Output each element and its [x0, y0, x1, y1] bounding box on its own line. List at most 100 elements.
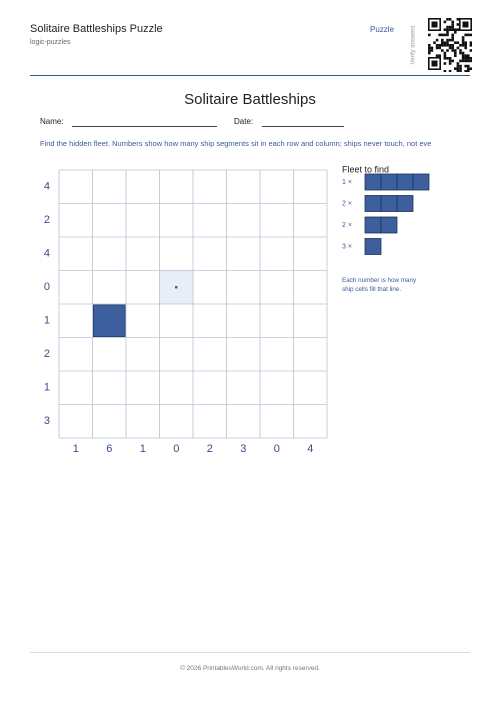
- qr-module: [454, 54, 457, 57]
- qr-module: [451, 38, 454, 42]
- fleet-segment: [364, 238, 382, 255]
- qr-module: [448, 70, 452, 72]
- qr-module: [464, 44, 467, 47]
- fleet-label: 2 ×: [342, 222, 352, 229]
- row-clue: 2: [44, 214, 50, 226]
- qr-module: [459, 59, 462, 63]
- qr-module: [435, 54, 439, 57]
- qr-module: [438, 54, 441, 57]
- qr-module: [446, 25, 449, 29]
- qr-module: [456, 41, 460, 44]
- header-rule: [30, 75, 470, 76]
- header-title: Solitaire Battleships Puzzle: [30, 23, 163, 35]
- fleet-label: 3 ×: [342, 243, 352, 250]
- qr-module: [456, 28, 460, 31]
- row-clue: 1: [44, 382, 50, 394]
- qr-module: [467, 64, 470, 68]
- column-clue: 0: [173, 443, 179, 455]
- qr-module: [467, 59, 470, 63]
- column-clue: 0: [274, 443, 280, 455]
- qr-module: [469, 67, 472, 70]
- water-dot: [175, 286, 178, 289]
- fleet-segment: [380, 216, 398, 234]
- name-label: Name:: [40, 117, 64, 126]
- qr-module: [464, 59, 467, 63]
- qr-module: [441, 49, 444, 52]
- fleet-segment: [380, 173, 398, 191]
- qr-module: [459, 51, 462, 55]
- qr-module: [461, 57, 465, 60]
- qr-module: [428, 44, 431, 47]
- header-subtitle: logic-puzzles: [30, 39, 71, 46]
- qr-module: [469, 33, 472, 37]
- header-tag: Puzzle: [370, 25, 395, 34]
- qr-finder: [431, 21, 438, 28]
- qr-module: [443, 70, 447, 72]
- qr-module: [461, 38, 465, 42]
- qr-module: [443, 57, 447, 60]
- qr-module: [428, 51, 431, 55]
- qr-module: [448, 25, 452, 29]
- qr-module: [446, 38, 449, 42]
- fleet-segment: [380, 195, 398, 212]
- qr-module: [459, 64, 462, 68]
- qr-module: [443, 54, 447, 57]
- qr-module: [448, 62, 452, 65]
- row-clue: 4: [44, 248, 50, 260]
- fleet-label: 1 ×: [342, 179, 352, 186]
- qr-module: [454, 67, 457, 70]
- column-clue: 1: [140, 443, 146, 455]
- fleet-segment: [364, 195, 382, 212]
- qr-module: [464, 33, 467, 37]
- qr-module: [438, 33, 441, 37]
- qr-module: [448, 59, 452, 63]
- qr-module: [456, 23, 460, 26]
- fleet-label: 2 ×: [342, 200, 352, 207]
- qr-module: [443, 28, 447, 31]
- qr-module: [454, 31, 457, 34]
- puzzle-board: 4 2 4 0 1 2 1 3 1 6 1 0 2 3 0 4 Fleet to find 1 × 2 × 2 × 3 …: [44, 164, 430, 455]
- qr-module: [454, 51, 457, 55]
- qr-module: [459, 44, 462, 47]
- fleet-note: Each number is how many ship cells fill t…: [342, 277, 417, 293]
- qr-module: [454, 28, 457, 31]
- row-clue: 1: [44, 315, 50, 327]
- qr-module: [448, 38, 452, 42]
- qr-module: [451, 46, 454, 50]
- qr-module: [451, 59, 454, 63]
- qr-module: [435, 44, 439, 47]
- qr-module: [456, 67, 460, 70]
- qr-module: [461, 44, 465, 47]
- verify-label: Verify answers: [410, 25, 417, 65]
- qr-module: [461, 36, 465, 39]
- qr-module: [467, 33, 470, 37]
- qr-module: [428, 33, 431, 37]
- qr-module: [469, 57, 472, 60]
- qr-module: [464, 46, 467, 50]
- qr-module: [446, 41, 449, 44]
- qr-module: [461, 51, 465, 55]
- qr-module: [448, 46, 452, 50]
- qr-module: [451, 44, 454, 47]
- column-clue: 3: [240, 443, 246, 455]
- row-clue: 0: [44, 281, 50, 293]
- column-clue: 2: [207, 443, 213, 455]
- qr-module: [456, 64, 460, 68]
- qr-module: [430, 46, 434, 50]
- qr-module: [456, 18, 460, 21]
- fleet-note-line: ship cells fill that line.: [342, 286, 401, 293]
- column-clue: 4: [307, 443, 313, 455]
- fleet-title: Fleet to find: [342, 164, 389, 174]
- qr-module: [451, 25, 454, 29]
- date-label: Date:: [234, 117, 254, 126]
- footer: © 2026 PrintablesWorld.com. All rights r…: [180, 665, 320, 672]
- qr-module: [451, 49, 454, 52]
- row-clue: 3: [44, 415, 50, 427]
- qr-finder: [462, 21, 469, 28]
- qr-module: [461, 41, 465, 44]
- qr-module: [451, 33, 454, 37]
- row-clue: 2: [44, 348, 50, 360]
- qr-module: [448, 44, 452, 47]
- cell-ship: [93, 304, 126, 337]
- page-title: Solitaire Battleships: [184, 91, 316, 108]
